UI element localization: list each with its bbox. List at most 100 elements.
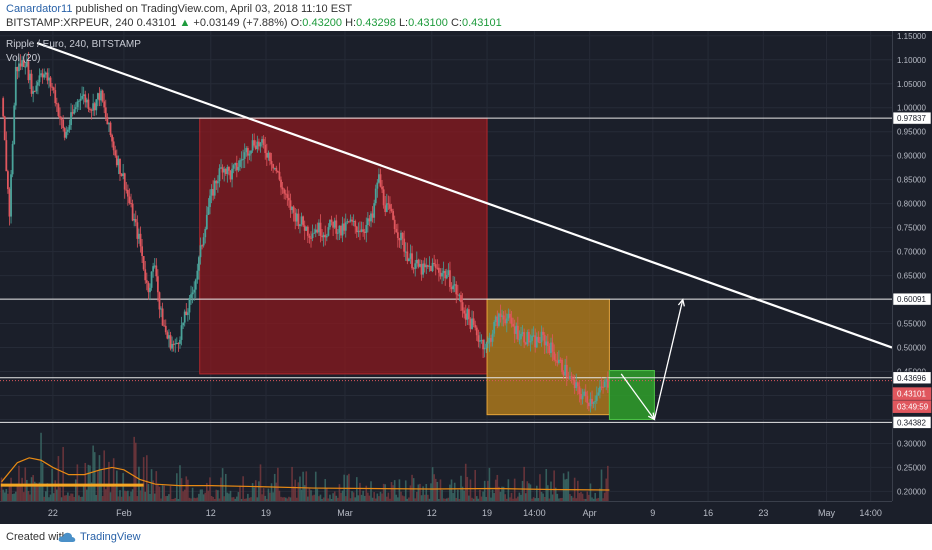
- volume-bar: [515, 498, 518, 501]
- volume-bar: [128, 496, 131, 501]
- current-price-label: 0.43101: [897, 390, 926, 399]
- volume-bar: [229, 490, 232, 501]
- volume-bar: [277, 467, 279, 501]
- volume-bar: [469, 479, 472, 501]
- candle-down: [169, 335, 172, 349]
- candle-down: [177, 342, 180, 344]
- candle-down: [578, 386, 581, 394]
- volume-bar: [101, 496, 104, 501]
- candle-up: [85, 99, 88, 103]
- volume-bar: [284, 497, 287, 501]
- candle-down: [63, 128, 66, 138]
- volume-bar: [79, 496, 82, 501]
- volume-bar: [357, 495, 360, 501]
- volume-bar: [583, 498, 585, 501]
- candle-up: [248, 153, 251, 156]
- candle-down: [262, 139, 265, 145]
- volume-bar: [60, 497, 63, 501]
- volume-bar: [445, 498, 448, 501]
- volume-bar: [362, 490, 364, 501]
- candle-down: [272, 164, 275, 169]
- candle-up: [458, 295, 461, 297]
- volume-bar: [487, 480, 489, 501]
- candle-up: [501, 315, 503, 317]
- volume-bar: [510, 492, 513, 501]
- candle-up: [232, 165, 235, 169]
- volume-bar: [337, 497, 339, 501]
- candle-down: [276, 171, 279, 173]
- volume-bar: [427, 494, 429, 501]
- candle-up: [242, 158, 245, 160]
- candle-down: [430, 265, 432, 272]
- candle-up: [199, 245, 202, 258]
- price-tick-label: 1.00000: [897, 104, 926, 113]
- volume-bar: [485, 496, 488, 501]
- candle-down: [567, 377, 570, 379]
- candle-up: [251, 140, 254, 151]
- chart-svg[interactable]: 1.15000 1.10000 1.05000 1.00000 0.95000 0.900…: [0, 31, 932, 524]
- volume-bar: [207, 490, 210, 501]
- volume-bar: [441, 489, 443, 501]
- candle-up: [336, 232, 339, 234]
- author-link[interactable]: Canardator11: [6, 3, 73, 15]
- price-tick-label: 0.90000: [897, 152, 926, 161]
- candle-down: [467, 309, 470, 320]
- volume-bar: [311, 495, 314, 501]
- tradingview-link[interactable]: TradingView: [80, 531, 141, 543]
- candle-down: [456, 294, 459, 296]
- price-level-label: 0.34382: [897, 418, 926, 427]
- volume-bar: [56, 489, 58, 501]
- volume-bar: [488, 467, 491, 501]
- candle-down: [119, 158, 121, 174]
- candle-down: [46, 72, 49, 81]
- candle-down: [553, 351, 556, 360]
- volume-bar: [535, 485, 538, 501]
- volume-bar: [475, 496, 478, 501]
- volume-bar: [404, 480, 407, 501]
- price-tick-label: 0.70000: [897, 248, 926, 257]
- candle-down: [554, 359, 557, 361]
- price-tick-label: 0.80000: [897, 200, 926, 209]
- candle-down: [270, 161, 273, 165]
- volume-bar: [340, 492, 342, 501]
- candle-up: [532, 335, 535, 337]
- candle-down: [130, 203, 132, 205]
- volume-bar: [351, 491, 353, 501]
- volume-bar: [108, 461, 110, 501]
- volume-bar: [278, 490, 281, 501]
- candle-up: [431, 262, 434, 272]
- candle-down: [548, 346, 551, 354]
- volume-bar: [422, 486, 424, 501]
- chart-area[interactable]: 1.15000 1.10000 1.05000 1.00000 0.95000 0.900…: [0, 31, 932, 524]
- volume-bar: [120, 496, 123, 501]
- volume-bar: [482, 491, 484, 501]
- candle-down: [303, 225, 306, 231]
- volume-bar: [63, 495, 66, 501]
- candle-down: [591, 398, 593, 404]
- candle-up: [550, 342, 552, 354]
- candle-down: [19, 63, 22, 67]
- candle-down: [306, 226, 309, 236]
- candle-up: [409, 253, 412, 259]
- volume-bar: [52, 493, 55, 501]
- volume-bar: [239, 485, 241, 501]
- volume-bar: [520, 494, 522, 501]
- volume-bar: [389, 498, 391, 501]
- candle-up: [273, 167, 276, 169]
- candle-up: [180, 325, 183, 340]
- volume-bar: [26, 479, 28, 501]
- volume-bar: [14, 491, 17, 501]
- volume-bar: [575, 498, 578, 501]
- volume-bar: [176, 473, 178, 501]
- candle-up: [32, 91, 35, 94]
- volume-bar: [289, 497, 292, 501]
- volume-bar: [419, 483, 421, 501]
- candle-down: [565, 364, 568, 378]
- candle-up: [592, 401, 595, 404]
- volume-bar: [330, 498, 333, 501]
- volume-bar: [584, 498, 587, 501]
- volume-bar: [319, 494, 322, 501]
- price-tick-label: 0.55000: [897, 320, 926, 329]
- volume-bar: [237, 492, 240, 501]
- volume-bar: [87, 464, 90, 501]
